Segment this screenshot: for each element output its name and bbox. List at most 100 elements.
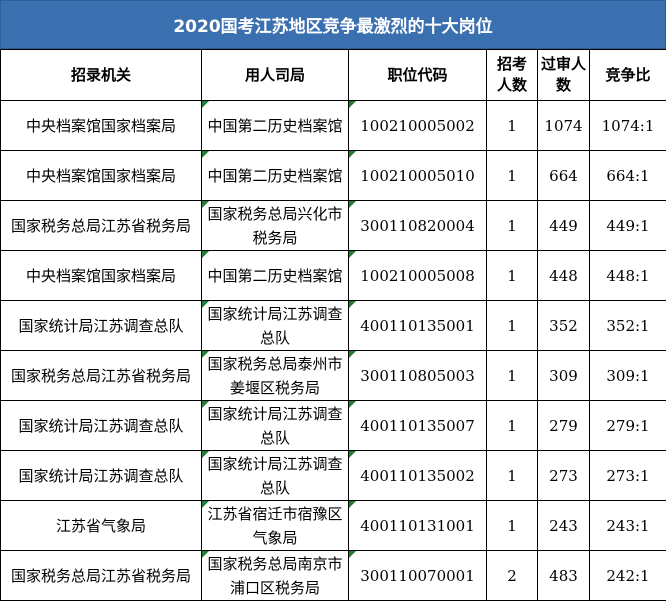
code-cell: 100210005002 bbox=[348, 100, 487, 151]
org-cell: 国家税务总局江苏省税务局 bbox=[0, 550, 202, 601]
ratio-cell-text: 352:1 bbox=[606, 316, 650, 335]
org-cell: 中央档案馆国家档案局 bbox=[0, 150, 202, 201]
code-cell: 400110135001 bbox=[348, 300, 487, 351]
table-row: 中央档案馆国家档案局 中国第二历史档案馆 100210005008 1 448 448:1 bbox=[0, 250, 666, 301]
code-cell: 100210005010 bbox=[348, 150, 487, 201]
org-cell: 国家税务总局江苏省税务局 bbox=[0, 350, 202, 401]
num-cell-text: 1 bbox=[507, 216, 517, 235]
code-cell: 400110131001 bbox=[348, 500, 487, 551]
ratio-cell-text: 243:1 bbox=[606, 516, 650, 535]
passed-cell-text: 483 bbox=[549, 566, 578, 585]
num-cell: 1 bbox=[486, 450, 538, 501]
passed-cell: 483 bbox=[537, 550, 590, 601]
header-num: 招考人数 bbox=[486, 49, 538, 101]
unit-cell-text: 国家税务总局南京市浦口区税务局 bbox=[207, 554, 343, 597]
passed-cell: 352 bbox=[537, 300, 590, 351]
unit-cell-text: 中国第二历史档案馆 bbox=[207, 116, 343, 135]
passed-cell: 448 bbox=[537, 250, 590, 301]
header-code: 职位代码 bbox=[348, 49, 487, 101]
num-cell: 1 bbox=[486, 250, 538, 301]
unit-cell-text: 中国第二历史档案馆 bbox=[207, 166, 343, 185]
unit-cell: 国家统计局江苏调查总队 bbox=[201, 450, 349, 501]
ratio-cell-text: 309:1 bbox=[606, 366, 650, 385]
passed-cell: 664 bbox=[537, 150, 590, 201]
unit-cell: 国家税务总局南京市浦口区税务局 bbox=[201, 550, 349, 601]
unit-cell-text: 国家统计局江苏调查总队 bbox=[207, 454, 343, 497]
code-cell: 400110135007 bbox=[348, 400, 487, 451]
unit-cell: 中国第二历史档案馆 bbox=[201, 100, 349, 151]
unit-cell: 国家税务总局泰州市姜堰区税务局 bbox=[201, 350, 349, 401]
unit-cell: 国家统计局江苏调查总队 bbox=[201, 400, 349, 451]
unit-cell: 江苏省宿迁市宿豫区气象局 bbox=[201, 500, 349, 551]
num-cell: 1 bbox=[486, 150, 538, 201]
num-cell-text: 1 bbox=[507, 166, 517, 185]
num-cell: 1 bbox=[486, 300, 538, 351]
unit-cell-text: 国家税务总局泰州市姜堰区税务局 bbox=[207, 354, 343, 397]
header-ratio: 竞争比 bbox=[589, 49, 666, 101]
unit-cell-text: 江苏省宿迁市宿豫区气象局 bbox=[207, 504, 343, 547]
unit-cell: 中国第二历史档案馆 bbox=[201, 250, 349, 301]
passed-cell-text: 243 bbox=[549, 516, 578, 535]
num-cell-text: 1 bbox=[507, 266, 517, 285]
org-cell: 国家统计局江苏调查总队 bbox=[0, 450, 202, 501]
passed-cell-text: 448 bbox=[549, 266, 578, 285]
code-cell: 300110070001 bbox=[348, 550, 487, 601]
num-cell: 2 bbox=[486, 550, 538, 601]
header-unit: 用人司局 bbox=[201, 49, 349, 101]
unit-cell-text: 国家税务总局兴化市税务局 bbox=[207, 204, 343, 247]
org-cell-text: 国家税务总局江苏省税务局 bbox=[10, 216, 191, 235]
org-cell-text: 中央档案馆国家档案局 bbox=[25, 266, 176, 285]
unit-cell: 国家税务总局兴化市税务局 bbox=[201, 200, 349, 251]
org-cell-text: 中央档案馆国家档案局 bbox=[25, 116, 176, 135]
num-cell-text: 1 bbox=[507, 466, 517, 485]
org-cell-text: 国家税务总局江苏省税务局 bbox=[10, 566, 191, 585]
ratio-cell-text: 242:1 bbox=[606, 566, 650, 585]
table-title: 2020国考江苏地区竞争最激烈的十大岗位 bbox=[0, 0, 666, 49]
org-cell: 国家统计局江苏调查总队 bbox=[0, 300, 202, 351]
unit-cell-text: 国家统计局江苏调查总队 bbox=[207, 304, 343, 347]
passed-cell-text: 273 bbox=[549, 466, 578, 485]
code-cell-text: 100210005010 bbox=[360, 166, 475, 185]
passed-cell: 1074 bbox=[537, 100, 590, 151]
table-body: 中央档案馆国家档案局 中国第二历史档案馆 100210005002 1 1074 1074… bbox=[0, 100, 666, 601]
ratio-cell-text: 1074:1 bbox=[601, 116, 655, 135]
passed-cell-text: 279 bbox=[549, 416, 578, 435]
ratio-cell: 242:1 bbox=[589, 550, 666, 601]
header-passed: 过审人数 bbox=[537, 49, 590, 101]
header-passed-label: 过审人数 bbox=[541, 55, 587, 94]
code-cell-text: 400110131001 bbox=[360, 516, 475, 535]
passed-cell: 273 bbox=[537, 450, 590, 501]
code-cell-text: 100210005002 bbox=[360, 116, 475, 135]
num-cell-text: 1 bbox=[507, 316, 517, 335]
table-row: 国家税务总局江苏省税务局 国家税务总局泰州市姜堰区税务局 300110805003 1… bbox=[0, 350, 666, 401]
num-cell: 1 bbox=[486, 400, 538, 451]
table-row: 国家税务总局江苏省税务局 国家税务总局兴化市税务局 300110820004 1 449… bbox=[0, 200, 666, 251]
passed-cell: 243 bbox=[537, 500, 590, 551]
org-cell-text: 国家统计局江苏调查总队 bbox=[18, 466, 184, 485]
org-cell: 国家税务总局江苏省税务局 bbox=[0, 200, 202, 251]
code-cell: 100210005008 bbox=[348, 250, 487, 301]
org-cell-text: 中央档案馆国家档案局 bbox=[25, 166, 176, 185]
num-cell-text: 2 bbox=[507, 566, 517, 585]
ratio-cell: 273:1 bbox=[589, 450, 666, 501]
code-cell: 400110135002 bbox=[348, 450, 487, 501]
num-cell: 1 bbox=[486, 500, 538, 551]
unit-cell: 国家统计局江苏调查总队 bbox=[201, 300, 349, 351]
ratio-cell: 449:1 bbox=[589, 200, 666, 251]
code-cell-text: 300110070001 bbox=[360, 566, 475, 585]
table-row: 国家税务总局江苏省税务局 国家税务总局南京市浦口区税务局 300110070001 2… bbox=[0, 550, 666, 601]
org-cell-text: 江苏省气象局 bbox=[55, 516, 146, 535]
num-cell: 1 bbox=[486, 350, 538, 401]
unit-cell: 中国第二历史档案馆 bbox=[201, 150, 349, 201]
ratio-cell-text: 279:1 bbox=[606, 416, 650, 435]
table-row: 江苏省气象局 江苏省宿迁市宿豫区气象局 400110131001 1 243 243:1 bbox=[0, 500, 666, 551]
table-row: 国家统计局江苏调查总队 国家统计局江苏调查总队 400110135001 1 352 35… bbox=[0, 300, 666, 351]
ratio-cell-text: 449:1 bbox=[606, 216, 650, 235]
code-cell-text: 300110805003 bbox=[360, 366, 475, 385]
org-cell: 江苏省气象局 bbox=[0, 500, 202, 551]
ratio-cell: 243:1 bbox=[589, 500, 666, 551]
code-cell: 300110805003 bbox=[348, 350, 487, 401]
org-cell: 中央档案馆国家档案局 bbox=[0, 250, 202, 301]
table-row: 中央档案馆国家档案局 中国第二历史档案馆 100210005010 1 664 664:1 bbox=[0, 150, 666, 201]
org-cell-text: 国家统计局江苏调查总队 bbox=[18, 416, 184, 435]
